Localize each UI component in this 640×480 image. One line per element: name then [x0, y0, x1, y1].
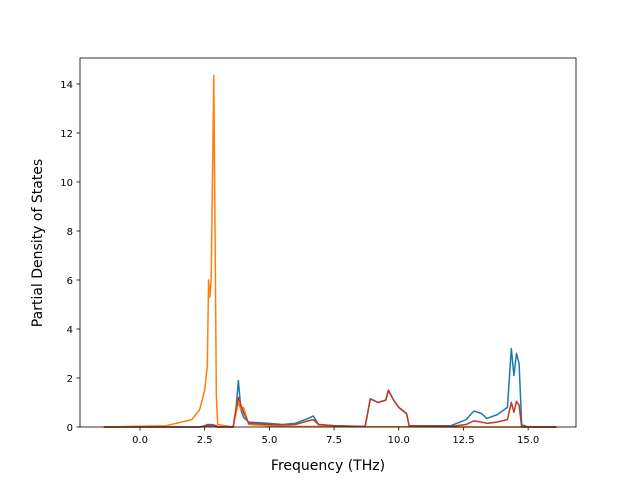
x-tick-label: 7.5 [326, 435, 342, 446]
y-tick-label: 4 [67, 325, 73, 336]
y-tick-label: 0 [67, 423, 73, 434]
x-tick-label: 12.5 [452, 435, 474, 446]
y-tick-label: 10 [60, 178, 73, 189]
y-tick-label: 6 [67, 276, 73, 287]
x-tick-label: 5.0 [261, 435, 277, 446]
x-tick-label: 10.0 [388, 435, 410, 446]
x-axis-label: Frequency (THz) [271, 458, 385, 474]
x-tick-label: 0.0 [132, 435, 148, 446]
y-tick-label: 12 [60, 129, 73, 140]
series-line [103, 389, 557, 428]
x-tick-label: 15.0 [517, 435, 539, 446]
x-tick-label: 2.5 [197, 435, 213, 446]
plot-frame [79, 57, 577, 428]
series-line [103, 74, 557, 428]
y-tick-label: 2 [67, 374, 73, 385]
y-axis-label: Partial Density of States [30, 159, 46, 327]
series-line [103, 347, 557, 428]
y-tick-label: 14 [60, 80, 73, 91]
y-tick-label: 8 [67, 227, 73, 238]
